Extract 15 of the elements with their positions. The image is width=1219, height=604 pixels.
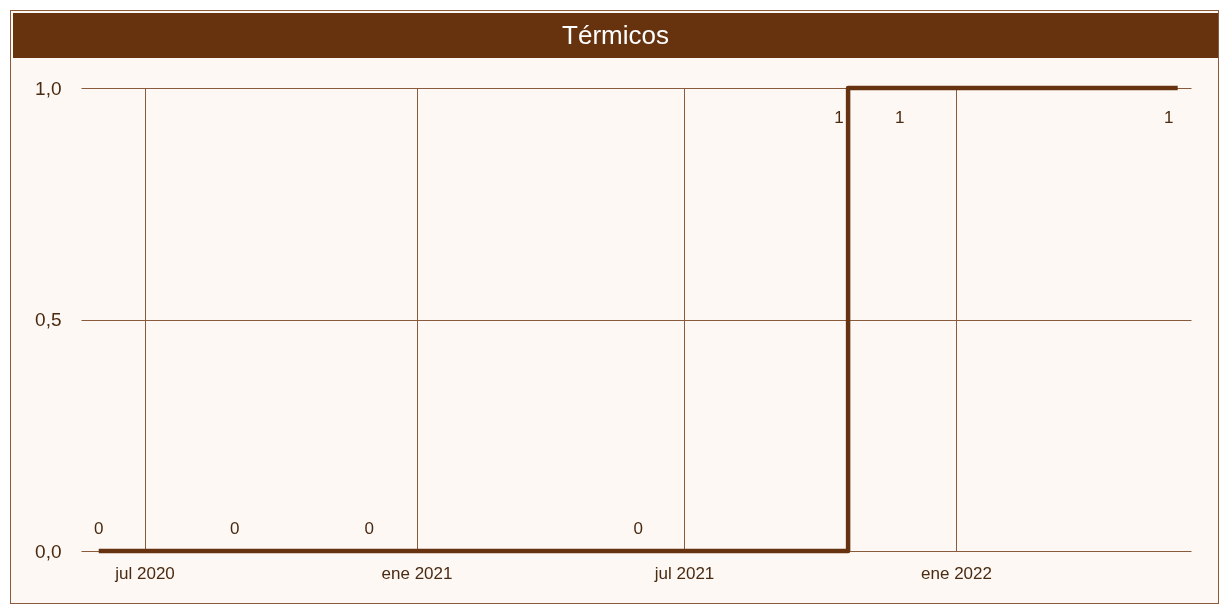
data-label: 1 — [834, 108, 844, 127]
x-tick-label: jul 2021 — [653, 563, 715, 583]
data-label: 1 — [1163, 108, 1174, 127]
data-label: 1 — [894, 108, 905, 127]
chart-title: Térmicos — [13, 13, 1218, 58]
x-tick-label: ene 2021 — [381, 563, 453, 583]
y-tick-label: 0,0 — [35, 540, 62, 562]
x-tick-label: jul 2020 — [114, 563, 175, 583]
data-label: 0 — [94, 519, 104, 538]
data-label: 0 — [229, 519, 240, 538]
y-tick-label: 1,0 — [35, 77, 62, 99]
data-label: 0 — [633, 519, 643, 538]
y-tick-label: 0,5 — [35, 309, 62, 330]
x-tick-label: ene 2022 — [921, 563, 992, 583]
data-label: 0 — [364, 519, 374, 538]
